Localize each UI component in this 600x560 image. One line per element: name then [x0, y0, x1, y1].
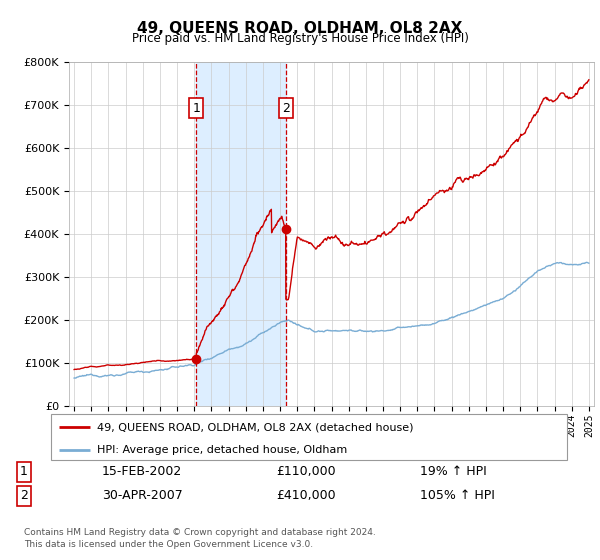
FancyBboxPatch shape	[51, 414, 567, 460]
Text: 2: 2	[282, 101, 290, 115]
Text: Price paid vs. HM Land Registry's House Price Index (HPI): Price paid vs. HM Land Registry's House …	[131, 32, 469, 45]
Text: 49, QUEENS ROAD, OLDHAM, OL8 2AX (detached house): 49, QUEENS ROAD, OLDHAM, OL8 2AX (detach…	[97, 422, 414, 432]
Text: 105% ↑ HPI: 105% ↑ HPI	[420, 489, 495, 502]
Text: 15-FEB-2002: 15-FEB-2002	[102, 465, 182, 478]
Text: 30-APR-2007: 30-APR-2007	[102, 489, 183, 502]
Text: 1: 1	[193, 101, 200, 115]
Text: 2: 2	[20, 489, 28, 502]
Text: £110,000: £110,000	[276, 465, 335, 478]
Text: Contains HM Land Registry data © Crown copyright and database right 2024.: Contains HM Land Registry data © Crown c…	[24, 529, 376, 538]
Text: 49, QUEENS ROAD, OLDHAM, OL8 2AX: 49, QUEENS ROAD, OLDHAM, OL8 2AX	[137, 21, 463, 36]
Bar	[196, 62, 286, 406]
Text: £410,000: £410,000	[276, 489, 335, 502]
Text: HPI: Average price, detached house, Oldham: HPI: Average price, detached house, Oldh…	[97, 445, 347, 455]
Text: 19% ↑ HPI: 19% ↑ HPI	[420, 465, 487, 478]
Text: 1: 1	[20, 465, 28, 478]
Text: This data is licensed under the Open Government Licence v3.0.: This data is licensed under the Open Gov…	[24, 540, 313, 549]
